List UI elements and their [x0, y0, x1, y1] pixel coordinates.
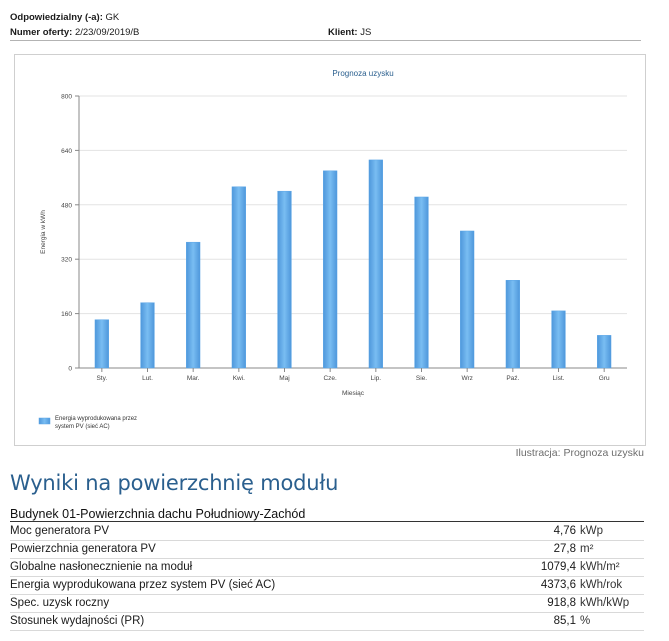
- building-divider: [10, 521, 644, 522]
- bar: [323, 170, 338, 369]
- result-unit: kWh/m²: [580, 561, 620, 573]
- x-tick-label: Paź.: [506, 375, 519, 382]
- result-unit: kWh/kWp: [580, 597, 630, 609]
- result-value: 4,76: [553, 525, 576, 537]
- result-row: Stosunek wydajności (PR) 85,1%: [10, 613, 644, 631]
- chart-svg: Prognoza uzysku 0 160 320 480 640 800 Sty. Lut. M…: [38, 69, 627, 430]
- offer-line: Numer oferty: 2/23/09/2019/B: [10, 27, 139, 39]
- responsible-value: GK: [105, 12, 120, 23]
- offer-label: Numer oferty:: [10, 27, 73, 38]
- x-tick-label: Mar.: [187, 375, 200, 382]
- y-tick-label: 640: [61, 148, 72, 155]
- result-row: Moc generatora PV 4,76 kWp: [10, 523, 644, 541]
- result-unit: kWh/rok: [580, 579, 623, 591]
- bar: [140, 302, 155, 369]
- yield-forecast-chart: Prognoza uzysku 0 160 320 480 640 800 Sty. Lut. M…: [14, 54, 646, 446]
- bar: [597, 335, 612, 369]
- x-tick-label: Kwi.: [233, 375, 245, 382]
- x-tick-label: Sty.: [96, 375, 107, 382]
- result-value: 918,8: [547, 597, 576, 609]
- legend-label-line2: system PV (sieć AC): [55, 424, 110, 430]
- chart-title: Prognoza uzysku: [332, 69, 393, 78]
- result-row: Energia wyprodukowana przez system PV (s…: [10, 577, 644, 595]
- y-axis-label: Energia w kWh: [40, 210, 47, 254]
- bar: [505, 280, 520, 369]
- legend-swatch: [38, 417, 51, 425]
- y-tick-label: 800: [61, 94, 72, 101]
- x-tick-label: Cze.: [323, 375, 337, 382]
- x-tick-label: Wrz: [461, 375, 472, 382]
- x-tick-label: Lut.: [142, 375, 153, 382]
- responsible-label: Odpowiedzialny (-a):: [10, 12, 103, 23]
- result-row: Powierzchnia generatora PV 27,8 m²: [10, 541, 644, 559]
- bar: [368, 159, 383, 369]
- building-title: Budynek 01-Powierzchnia dachu Południowy…: [10, 507, 306, 521]
- responsible-line: Odpowiedzialny (-a): GK: [10, 12, 119, 24]
- x-axis-label: Miesiąc: [342, 390, 365, 397]
- bar: [231, 186, 246, 369]
- result-unit: %: [580, 615, 591, 627]
- result-unit: kWp: [580, 525, 603, 537]
- figure-caption: Ilustracja: Prognoza uzysku: [515, 447, 644, 459]
- result-label: Globalne nasłonecznienie na moduł: [10, 561, 193, 573]
- client-label: Klient:: [328, 27, 358, 38]
- result-row: Spec. uzysk roczny 918,8 kWh/kWp: [10, 595, 644, 613]
- x-tick-label: Maj: [279, 375, 289, 382]
- x-tick-label: Lip.: [371, 375, 382, 382]
- result-label: Moc generatora PV: [10, 525, 110, 537]
- y-tick-label: 160: [61, 311, 72, 318]
- result-value: 85,1: [553, 615, 576, 627]
- header-divider: [10, 40, 641, 41]
- bar: [94, 319, 109, 369]
- result-label: Energia wyprodukowana przez system PV (s…: [10, 579, 276, 591]
- client-value: JS: [360, 27, 372, 38]
- bar: [414, 196, 429, 369]
- bar: [186, 241, 201, 369]
- result-value: 1079,4: [540, 561, 576, 573]
- results-table: Moc generatora PV 4,76 kWp Powierzchnia gen…: [10, 523, 644, 631]
- y-tick-label: 0: [68, 366, 72, 373]
- x-tick-label: Gru: [599, 375, 610, 382]
- result-value: 27,8: [553, 543, 576, 555]
- offer-value: 2/23/09/2019/B: [74, 27, 140, 38]
- bar: [460, 230, 475, 369]
- x-tick-label: List.: [553, 375, 565, 382]
- x-tick-label: Sie.: [416, 375, 427, 382]
- section-title: Wyniki na powierzchnię modułu: [10, 471, 339, 495]
- y-tick-label: 480: [61, 202, 72, 209]
- result-unit: m²: [580, 543, 594, 555]
- result-label: Stosunek wydajności (PR): [10, 615, 145, 627]
- result-label: Spec. uzysk roczny: [10, 597, 110, 609]
- legend-label-line1: Energia wyprodukowana przez: [55, 416, 137, 422]
- result-value: 4373,6: [540, 579, 576, 591]
- bar: [277, 190, 292, 369]
- result-row: Globalne nasłonecznienie na moduł 1079,4 k…: [10, 559, 644, 577]
- client-line: Klient: JS: [328, 27, 371, 38]
- result-label: Powierzchnia generatora PV: [10, 543, 156, 555]
- bar: [551, 310, 566, 369]
- y-tick-label: 320: [61, 257, 72, 264]
